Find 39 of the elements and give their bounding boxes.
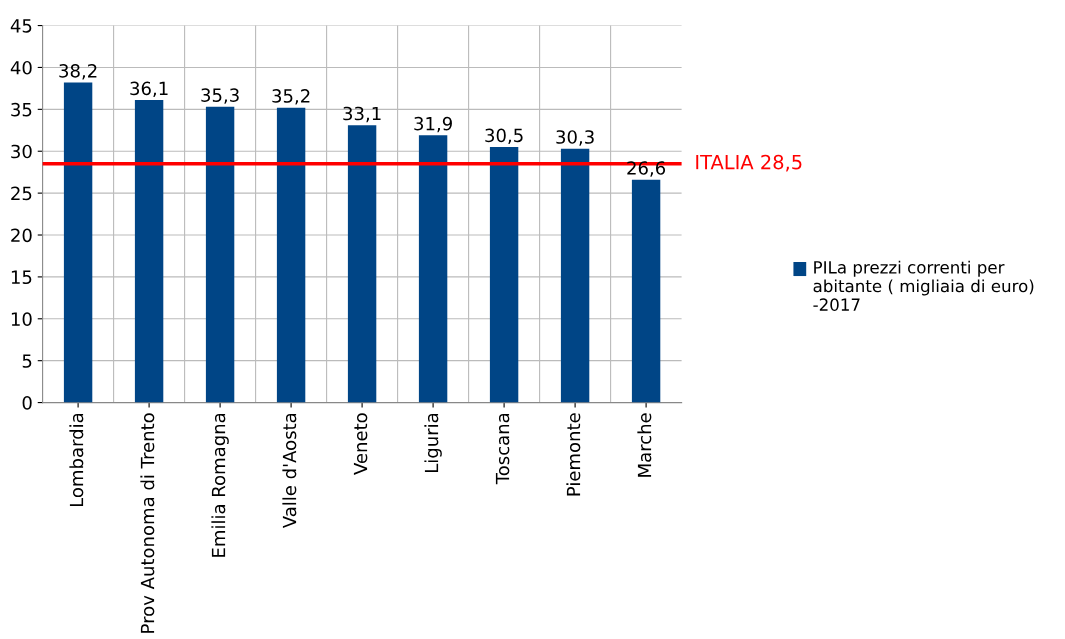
x-tick-label: Emilia Romagna: [211, 413, 229, 557]
y-tick-label: 30: [11, 144, 32, 159]
y-tick-label: 25: [11, 186, 32, 201]
text: 38,2: [59, 63, 97, 80]
text: 30,3: [556, 130, 594, 146]
y-tick-label: 0: [22, 396, 32, 410]
bar: [347, 125, 377, 403]
text: 33,1: [343, 106, 381, 123]
bar: [276, 107, 306, 403]
y-tick-label: 40: [10, 60, 32, 75]
x-tick-label: Lombardia: [69, 413, 84, 507]
y-tick-label: 35: [11, 102, 32, 117]
x-tick-label: Toscana: [495, 413, 510, 485]
y-tick-label: 10: [11, 312, 32, 326]
ref-line-label: ITALIA 28,5: [696, 154, 802, 172]
x-tick-label: Piemonte: [566, 413, 581, 496]
x-tick-label: Marche: [637, 413, 652, 477]
y-tick-label: 5: [22, 354, 32, 368]
text: 35,2: [272, 89, 310, 105]
x-tick-label: Prov Autonoma di Trento: [140, 413, 155, 633]
y-tick-label: 20: [11, 228, 32, 243]
bar: [418, 135, 448, 403]
text: 31,9: [414, 116, 452, 133]
bar: [205, 106, 235, 403]
y-tick-label: 15: [11, 270, 32, 285]
x-tick-label: Veneto: [353, 413, 368, 475]
bar: [63, 82, 93, 403]
legend-label: PILa prezzi correnti per abitante ( migliaia di euro) -2017: [813, 260, 1034, 311]
bar: [560, 148, 590, 403]
text: 26,6: [627, 161, 666, 177]
text: 30,5: [485, 128, 523, 144]
y-tick-label: 45: [10, 19, 32, 33]
bar: [489, 147, 519, 403]
text: 35,3: [201, 88, 239, 104]
x-tick-label: Liguria: [424, 413, 442, 473]
bar: [631, 179, 661, 403]
text: 36,1: [130, 81, 168, 98]
bar: [134, 100, 164, 403]
x-tick-label: Valle d'Aosta: [282, 413, 297, 529]
